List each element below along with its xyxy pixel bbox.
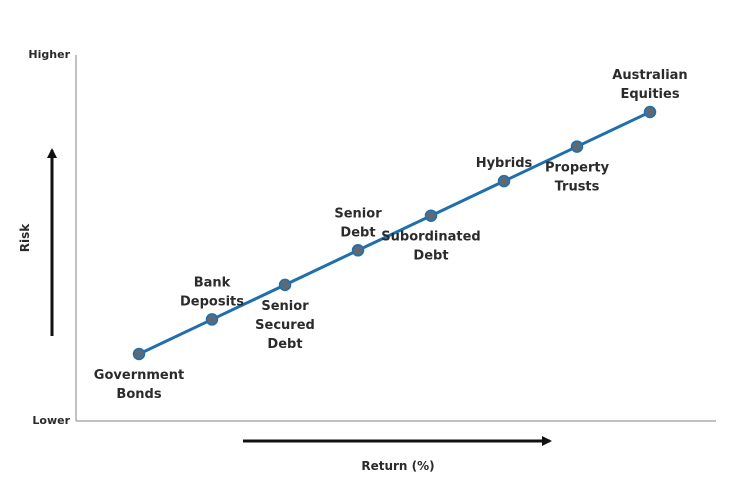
data-point-label-line: Bank bbox=[194, 275, 231, 290]
y-axis-higher-label: Higher bbox=[28, 48, 70, 61]
data-point-label-line: Debt bbox=[413, 249, 448, 264]
series-layer: Government Bonds Bank Deposits Senior Secured… bbox=[94, 68, 688, 402]
data-point-label-line: Bonds bbox=[116, 387, 161, 402]
data-point-label: Subordinated Debt bbox=[381, 230, 480, 264]
data-point bbox=[643, 105, 657, 119]
data-point bbox=[278, 278, 292, 292]
data-point-label-line: Debt bbox=[267, 337, 302, 352]
series-line bbox=[138, 110, 651, 356]
data-point bbox=[132, 347, 146, 361]
y-axis-lower-label: Lower bbox=[32, 414, 70, 427]
data-point-label: Senior Secured Debt bbox=[255, 299, 315, 352]
data-point-label-line: Trusts bbox=[555, 180, 600, 195]
data-point bbox=[205, 313, 219, 326]
data-point-label-line: Australian bbox=[612, 68, 687, 83]
data-point bbox=[424, 209, 438, 222]
data-point-label: Bank Deposits bbox=[180, 275, 244, 309]
data-point-label: Senior Debt bbox=[334, 206, 382, 240]
data-point bbox=[497, 174, 511, 188]
data-point-label-line: Equities bbox=[620, 87, 679, 102]
y-axis-title: Risk bbox=[18, 223, 32, 252]
data-point-label-line: Property bbox=[545, 161, 610, 176]
data-point-label-line: Senior bbox=[334, 206, 382, 221]
data-point-label: Hybrids bbox=[476, 156, 533, 171]
data-point-label-line: Secured bbox=[255, 318, 315, 333]
data-point-label-line: Senior bbox=[261, 299, 309, 314]
data-point-label-line: Government bbox=[94, 368, 184, 383]
x-axis-title: Return (%) bbox=[361, 459, 434, 473]
data-point-label-line: Debt bbox=[340, 225, 375, 240]
data-point-label-line: Deposits bbox=[180, 294, 244, 309]
data-point-label: Australian Equities bbox=[612, 68, 687, 102]
data-point-label: Property Trusts bbox=[545, 161, 610, 195]
data-point-label-line: Hybrids bbox=[476, 156, 533, 171]
data-point bbox=[351, 244, 365, 257]
data-point-label-line: Subordinated bbox=[381, 230, 480, 245]
data-point-label: Government Bonds bbox=[94, 368, 184, 402]
data-point bbox=[570, 140, 584, 153]
